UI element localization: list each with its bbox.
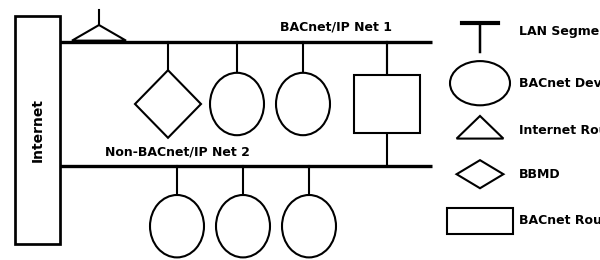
Ellipse shape [150, 195, 204, 257]
Text: BACnet Router: BACnet Router [519, 214, 600, 228]
Text: BACnet Device: BACnet Device [519, 77, 600, 90]
Ellipse shape [276, 73, 330, 135]
Bar [447, 208, 513, 234]
Text: BBMD: BBMD [519, 168, 560, 181]
Polygon shape [72, 25, 126, 41]
Text: Non-BACnet/IP Net 2: Non-BACnet/IP Net 2 [104, 146, 250, 159]
Bar [15, 16, 60, 244]
Text: Internet Router: Internet Router [519, 124, 600, 136]
Polygon shape [457, 160, 503, 188]
Text: LAN Segment: LAN Segment [519, 25, 600, 38]
Ellipse shape [282, 195, 336, 257]
Ellipse shape [450, 61, 510, 105]
Polygon shape [457, 116, 503, 139]
Polygon shape [135, 70, 201, 138]
Text: BACnet/IP Net 1: BACnet/IP Net 1 [280, 21, 392, 34]
Text: Internet: Internet [31, 98, 44, 162]
Ellipse shape [210, 73, 264, 135]
Bar [354, 75, 420, 133]
Ellipse shape [216, 195, 270, 257]
